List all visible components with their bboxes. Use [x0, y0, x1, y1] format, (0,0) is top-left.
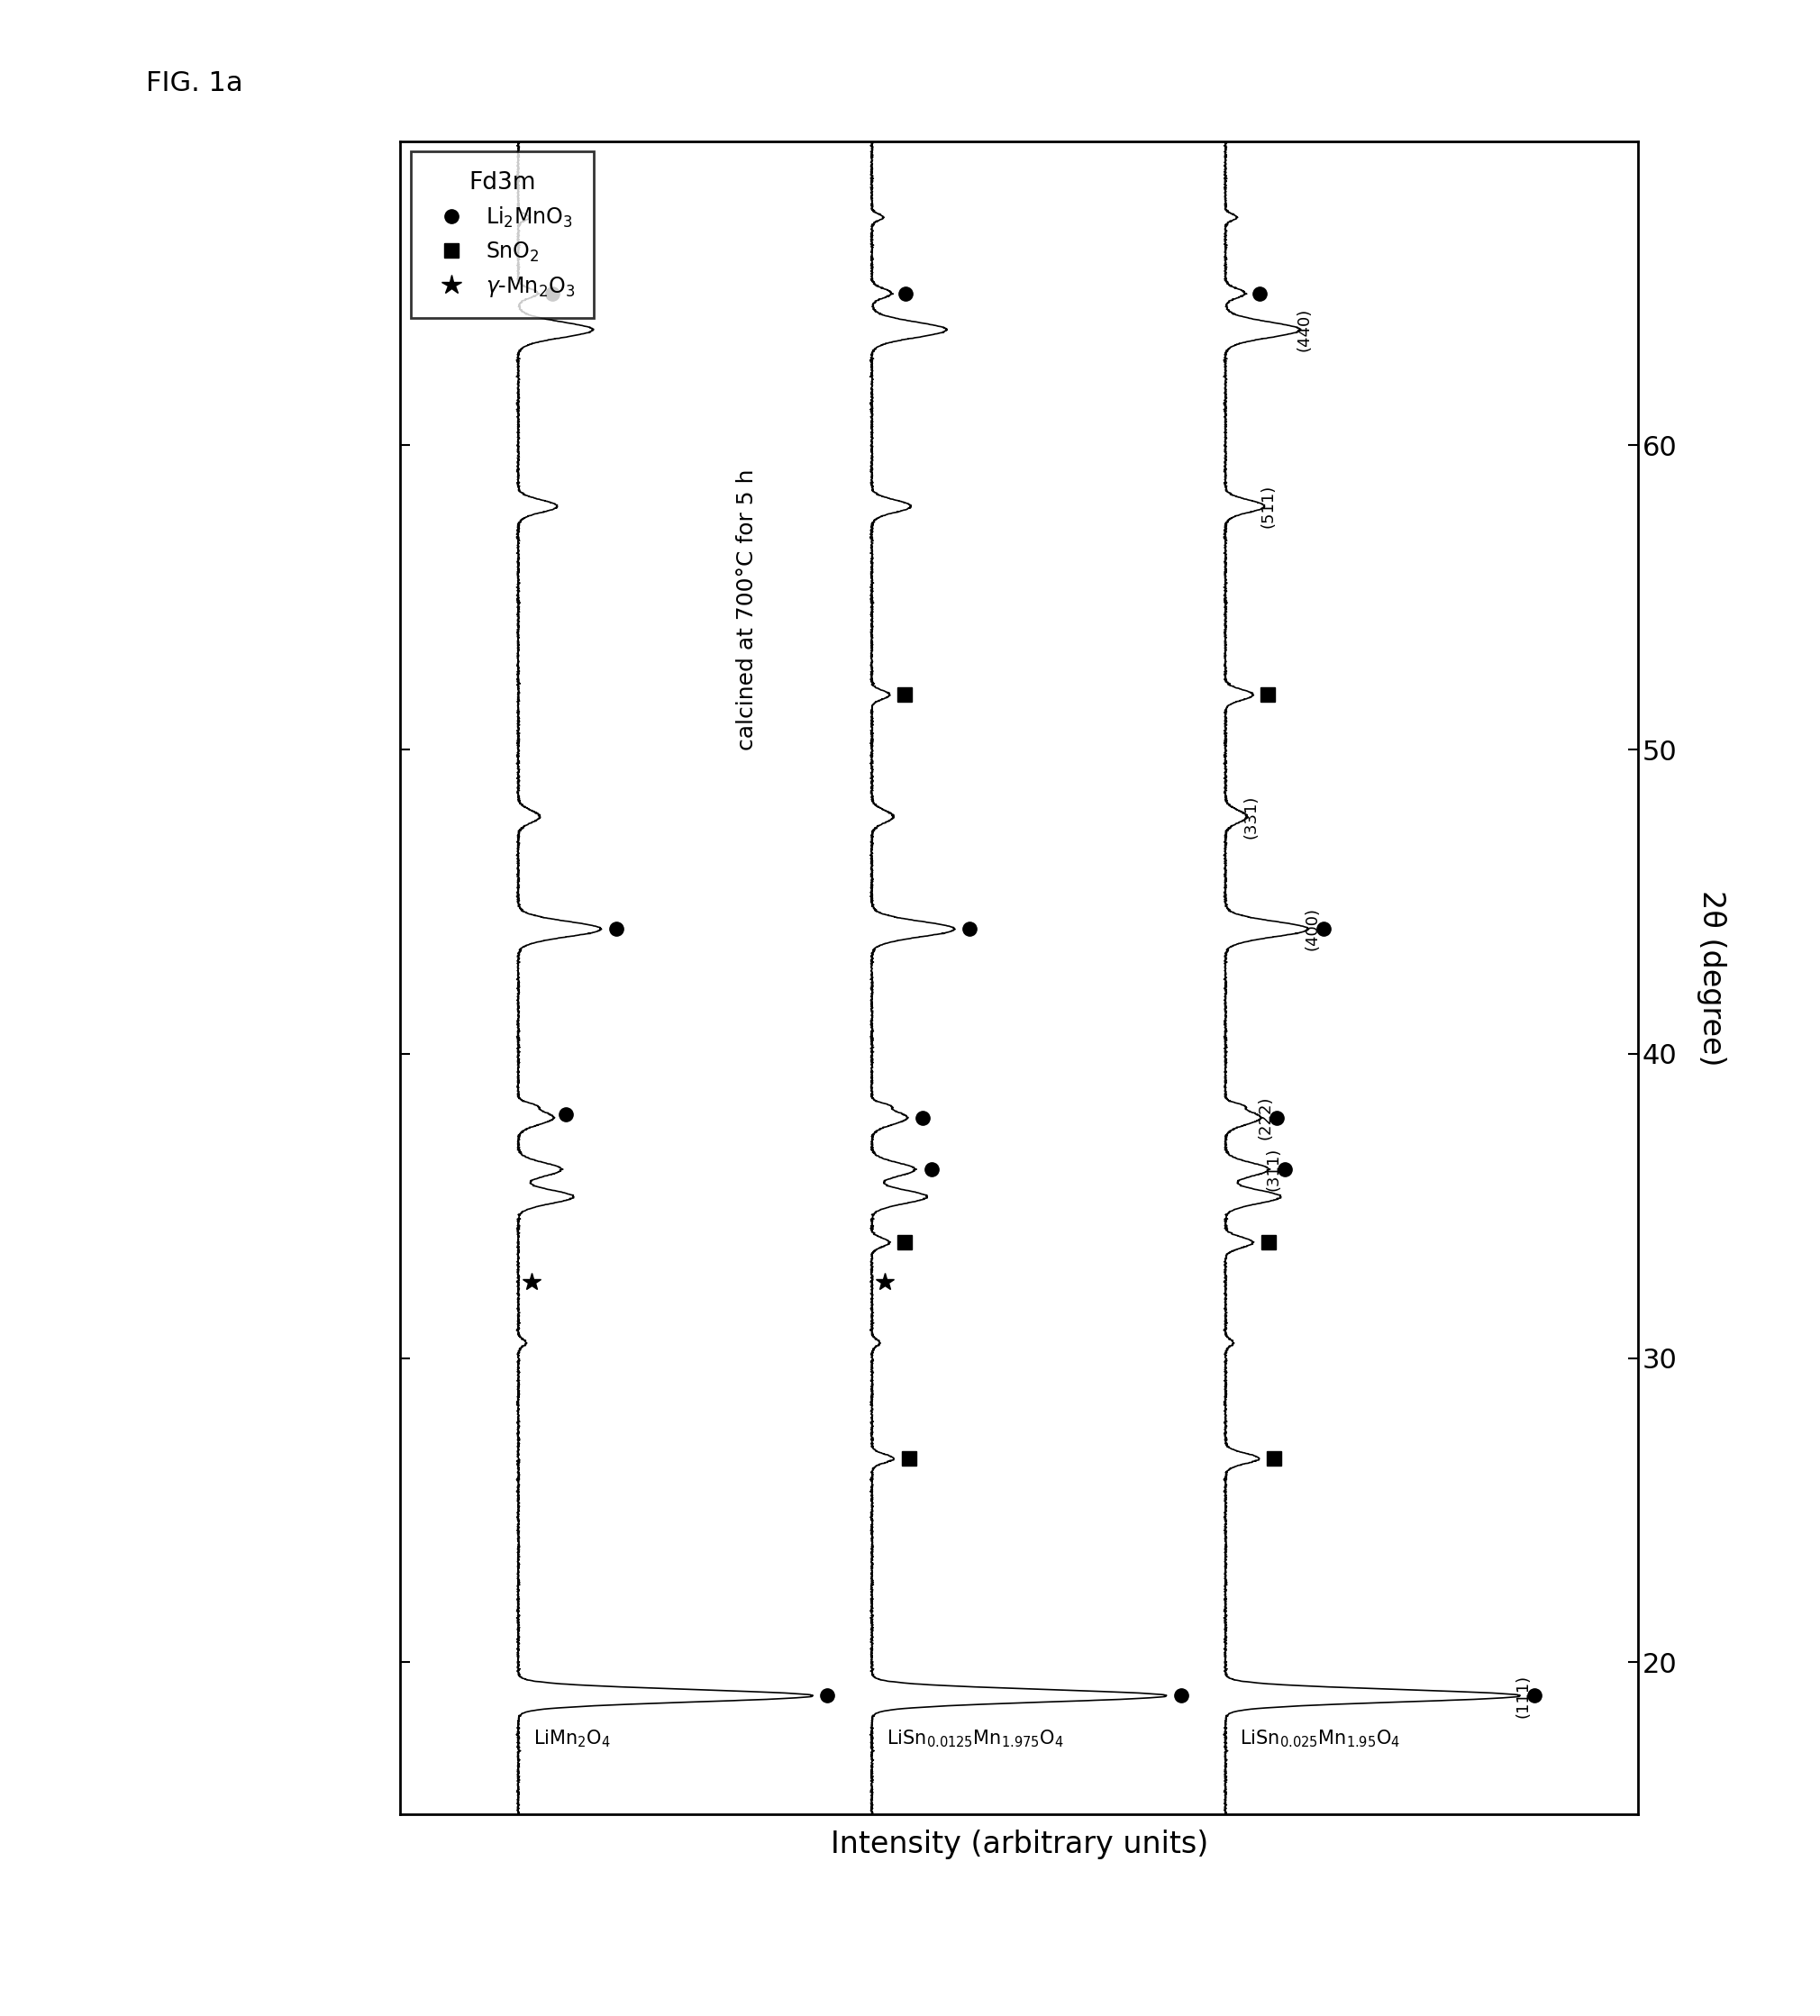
Text: FIG. 1a: FIG. 1a: [146, 71, 242, 97]
Text: LiSn$_{0.0125}$Mn$_{1.975}$O$_4$: LiSn$_{0.0125}$Mn$_{1.975}$O$_4$: [886, 1728, 1065, 1750]
Y-axis label: 2θ (degree): 2θ (degree): [1696, 889, 1725, 1066]
Text: (111): (111): [1516, 1673, 1531, 1718]
Legend: Li$_2$MnO$_3$, SnO$_2$, $\gamma$-Mn$_2$O$_3$: Li$_2$MnO$_3$, SnO$_2$, $\gamma$-Mn$_2$O…: [411, 151, 593, 319]
Text: calcined at 700°C for 5 h: calcined at 700°C for 5 h: [735, 470, 757, 750]
X-axis label: Intensity (arbitrary units): Intensity (arbitrary units): [830, 1829, 1208, 1859]
Text: LiSn$_{0.025}$Mn$_{1.95}$O$_4$: LiSn$_{0.025}$Mn$_{1.95}$O$_4$: [1239, 1728, 1401, 1750]
Text: (440): (440): [1296, 308, 1312, 351]
Text: (311): (311): [1265, 1147, 1281, 1191]
Text: (511): (511): [1259, 484, 1276, 528]
Text: LiMn$_2$O$_4$: LiMn$_2$O$_4$: [533, 1728, 610, 1750]
Text: (222): (222): [1258, 1097, 1274, 1139]
Text: (400): (400): [1305, 907, 1321, 952]
Text: (331): (331): [1243, 794, 1259, 839]
